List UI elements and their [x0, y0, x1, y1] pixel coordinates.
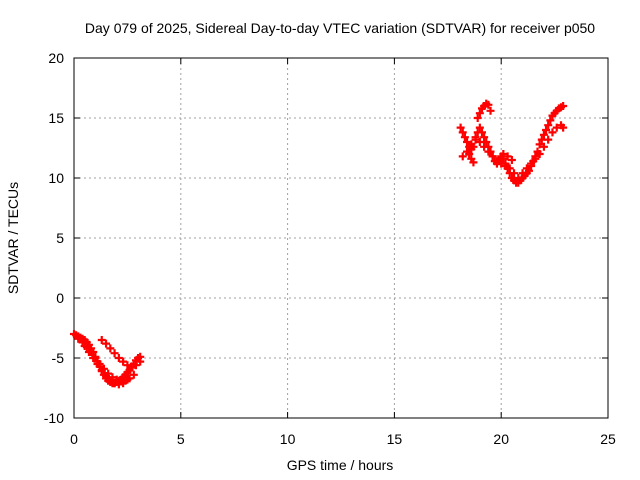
data-point	[473, 114, 482, 122]
y-tick-labels: -10 -5 0 5 10 15 20	[44, 50, 64, 426]
y-tick-label: 5	[56, 230, 64, 246]
data-point	[514, 174, 523, 182]
data-point	[484, 100, 493, 109]
data-point	[503, 152, 512, 161]
data-point	[471, 133, 480, 142]
data-point	[475, 123, 484, 132]
data-point	[492, 157, 501, 166]
y-axis-label: SDTVAR / TECUs	[5, 182, 21, 294]
data-point	[507, 156, 516, 164]
data-point	[460, 133, 469, 142]
data-point	[480, 133, 489, 142]
data-point	[518, 169, 527, 178]
y-tick-label: 10	[48, 170, 64, 186]
data-point	[106, 344, 115, 353]
data-point	[119, 357, 128, 366]
x-tick-label: 25	[600, 431, 616, 447]
data-point	[123, 375, 132, 384]
data-point	[106, 376, 115, 385]
data-point	[475, 109, 484, 118]
data-point	[102, 339, 111, 348]
data-point	[542, 126, 551, 134]
data-point	[463, 138, 472, 146]
data-point	[501, 162, 510, 170]
data-point	[477, 128, 486, 137]
x-tick-label: 10	[280, 431, 296, 447]
data-point	[114, 354, 123, 362]
data-point	[465, 150, 474, 158]
data-point	[458, 128, 467, 137]
y-tick-label: -5	[52, 350, 65, 366]
data-point	[522, 164, 531, 173]
data-point	[97, 336, 106, 344]
data-point	[114, 380, 123, 389]
data-point	[510, 169, 519, 178]
data-point	[531, 154, 540, 163]
data-point	[102, 372, 111, 380]
data-point	[467, 140, 476, 149]
data-point	[544, 135, 553, 144]
data-point	[110, 379, 119, 388]
data-point	[535, 150, 544, 158]
x-tick-label: 0	[70, 431, 78, 447]
data-point	[486, 106, 495, 115]
data-point	[129, 370, 138, 379]
data-point	[136, 357, 145, 366]
data-point	[539, 130, 548, 139]
data-point	[527, 159, 536, 168]
data-point	[89, 354, 98, 362]
data-point	[497, 159, 506, 168]
data-point	[499, 150, 508, 158]
data-point	[131, 361, 140, 370]
data-point	[546, 116, 555, 125]
data-point	[535, 140, 544, 149]
x-tick-label: 20	[493, 431, 509, 447]
data-point	[127, 362, 136, 371]
x-tick-label: 5	[177, 431, 185, 447]
data-point	[505, 164, 514, 173]
data-point	[475, 138, 484, 146]
y-tick-label: 0	[56, 290, 64, 306]
data-point	[84, 348, 93, 356]
data-point	[488, 152, 497, 161]
data-point	[97, 366, 106, 374]
data-point	[93, 360, 102, 368]
data-point	[80, 342, 89, 350]
data-points	[70, 99, 568, 389]
data-point	[480, 142, 489, 151]
data-point	[458, 152, 467, 161]
data-point	[544, 121, 553, 130]
data-point	[559, 123, 568, 132]
data-point	[74, 334, 83, 343]
data-point	[119, 379, 128, 388]
data-point	[123, 361, 132, 370]
x-axis-label: GPS time / hours	[287, 457, 394, 473]
ticks	[73, 57, 609, 419]
data-point	[110, 349, 119, 358]
x-tick-label: 15	[387, 431, 403, 447]
data-point	[469, 158, 478, 167]
chart-title: Day 079 of 2025, Sidereal Day-to-day VTE…	[85, 20, 595, 36]
x-tick-labels: 0 5 10 15 20 25	[70, 431, 616, 447]
y-tick-label: 20	[48, 50, 64, 66]
data-point	[456, 123, 465, 132]
data-point	[548, 128, 557, 137]
data-point	[559, 102, 568, 110]
data-point	[484, 147, 493, 156]
y-tick-label: -10	[44, 410, 64, 426]
data-point	[539, 142, 548, 151]
y-tick-label: 15	[48, 110, 64, 126]
